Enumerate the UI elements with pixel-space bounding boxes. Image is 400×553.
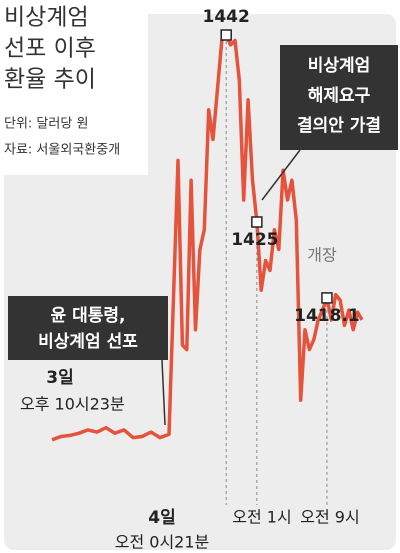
annotation-box <box>280 45 398 150</box>
annotation: 3일 <box>46 368 73 388</box>
line <box>51 33 364 442</box>
annotation: 오후 10시23분 <box>20 395 125 414</box>
annotation: 결의안 가결 <box>297 116 381 136</box>
annotation: 비상계엄 <box>308 56 371 76</box>
x-tick-label: 오전 1시 <box>232 508 291 527</box>
x-day-label: 4일 <box>148 508 175 528</box>
pointer <box>161 359 166 426</box>
marker <box>251 216 263 228</box>
annotation-box <box>8 296 168 360</box>
marker <box>220 29 232 41</box>
value-label: 1442 <box>203 7 250 27</box>
marker <box>321 292 333 304</box>
title: 환율 추이 <box>4 67 96 93</box>
unit: 단위: 달러당 원 <box>4 117 88 132</box>
source: 자료: 서울외국환중개 <box>4 143 120 158</box>
title: 비상계엄 <box>4 5 89 31</box>
x-tick-label: 오전 9시 <box>300 508 359 527</box>
title: 선포 이후 <box>4 36 96 62</box>
annotation: 윤 대통령, <box>51 305 126 326</box>
annotation: 비상계엄 선포 <box>38 332 138 352</box>
plot: 1442 1425 1418.1 <box>51 7 364 505</box>
pointer <box>261 149 301 201</box>
annotation: 해제요구 <box>308 86 371 106</box>
value-label: 1418.1 <box>294 306 360 326</box>
value-label: 1425 <box>231 230 278 250</box>
title-area <box>0 0 148 175</box>
annotation: 개장 <box>307 246 337 265</box>
x-tick-label: 오전 0시21분 <box>115 533 210 552</box>
